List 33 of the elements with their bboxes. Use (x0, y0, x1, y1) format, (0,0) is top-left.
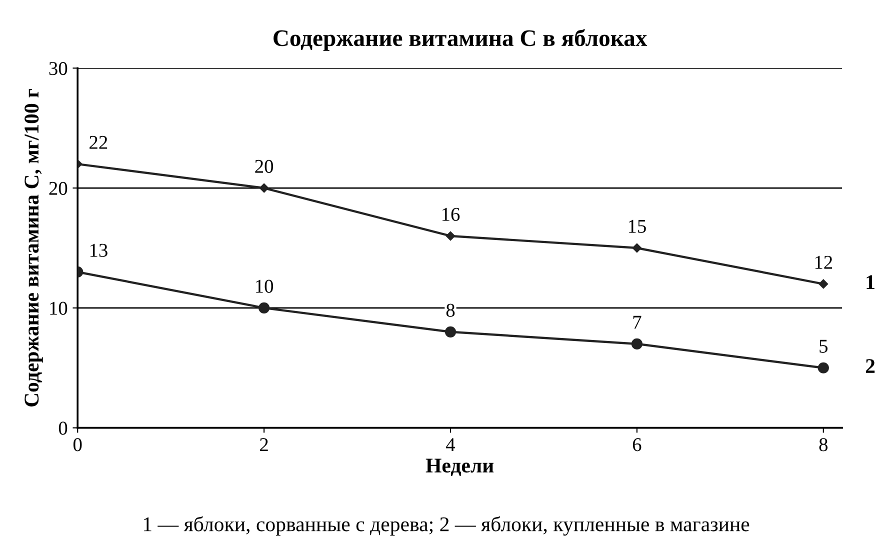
data-label: 7 (633, 316, 642, 329)
data-label: 13 (90, 244, 108, 257)
x-tick-label: 0 (73, 438, 82, 452)
y-axis-title: Содержание витамина C, мг/100 г (24, 89, 43, 406)
y-tick-label: 30 (49, 62, 68, 76)
text: 1 — яблоки, сорванные с дерева; 2 — яблоки, купленные в магазине (144, 516, 750, 536)
data-label: 8 (446, 304, 455, 317)
point (446, 231, 456, 241)
point (259, 183, 269, 193)
x-tick-label: 8 (819, 438, 828, 452)
data-label: 10 (256, 280, 274, 293)
point (444, 326, 456, 338)
x-tick-label: 4 (446, 438, 456, 452)
y-tick-label: 10 (50, 302, 68, 315)
point (818, 362, 829, 374)
data-label: 16 (442, 208, 460, 221)
data-label: 12 (815, 256, 832, 269)
y-tick-label: 20 (49, 182, 68, 195)
series-label: 2 (866, 359, 875, 373)
data-label: 20 (255, 160, 274, 173)
point (818, 279, 828, 289)
x-axis-title: Недели (426, 458, 494, 476)
series-label: 1 (866, 275, 874, 289)
point (631, 338, 643, 350)
x-tick-label: 6 (632, 438, 642, 452)
point (632, 243, 642, 253)
data-label: 15 (628, 220, 646, 233)
y-tick-label: 0 (58, 422, 68, 435)
point (258, 302, 270, 314)
chart-title: Содержание витамина C в яблоках (274, 29, 648, 51)
data-label: 5 (820, 340, 828, 353)
x-tick-label: 2 (260, 438, 268, 452)
data-label: 22 (90, 136, 108, 149)
